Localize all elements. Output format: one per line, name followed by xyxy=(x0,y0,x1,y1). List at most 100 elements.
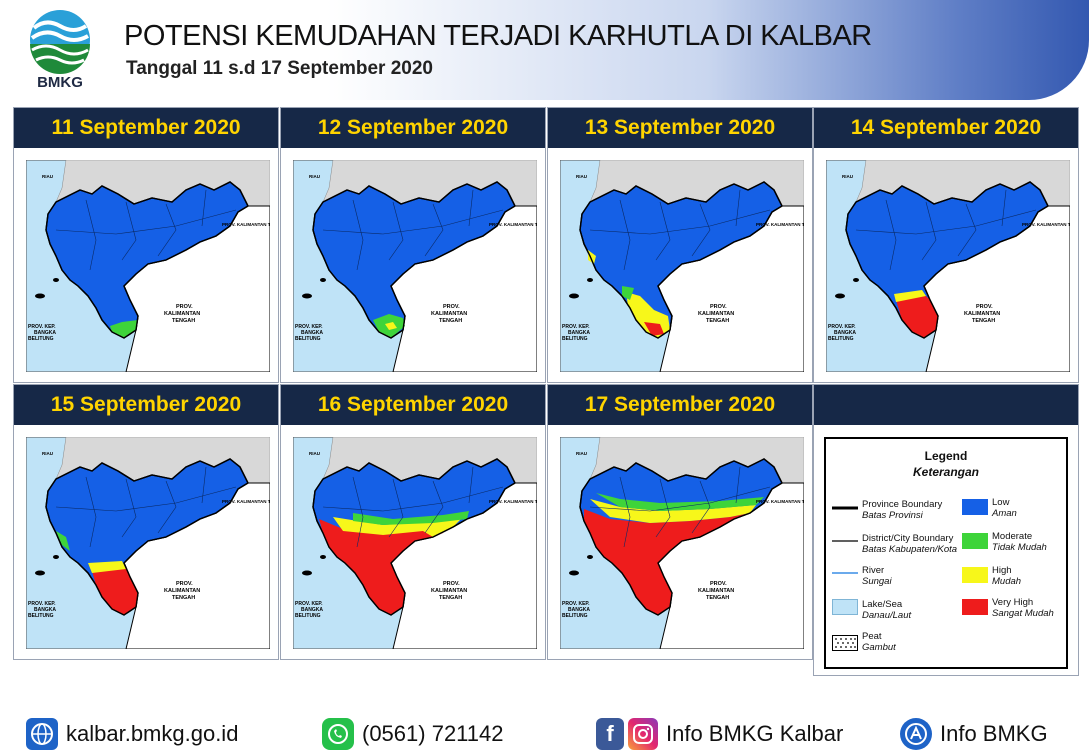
panel-date: 17 September 2020 xyxy=(548,385,812,425)
kaltim-label: PROV. KALIMANTAN TIMUR xyxy=(222,222,270,227)
kalteng-label: KALIMANTAN xyxy=(164,311,200,317)
babel-label: PROV. KEP. xyxy=(828,324,856,330)
risk-zone xyxy=(622,286,634,300)
district-boundary xyxy=(322,486,504,512)
app-link[interactable]: Info BMKG xyxy=(900,718,1048,750)
risk-zone xyxy=(596,493,764,511)
district-boundary xyxy=(121,201,137,261)
island xyxy=(569,293,579,299)
district-boundary xyxy=(589,209,771,235)
panel-date: 14 September 2020 xyxy=(814,108,1078,148)
riau-label: RIAU xyxy=(42,174,53,179)
island xyxy=(853,278,859,282)
district-boundary xyxy=(855,209,1037,235)
header: BMKG POTENSI KEMUDAHAN TERJADI KARHUTLA … xyxy=(0,0,1089,100)
panel-date: 15 September 2020 xyxy=(14,385,278,425)
kalteng-label: PROV. xyxy=(176,581,193,587)
district-boundary xyxy=(921,201,937,261)
riau-label: RIAU xyxy=(309,451,320,456)
district-boundary xyxy=(322,209,504,235)
babel-label: PROV. KEP. xyxy=(28,601,56,607)
map-panel-4: 14 September 2020 PROV. KALIMANTAN TENGAH P… xyxy=(813,107,1079,383)
babel-label: BANGKA xyxy=(301,330,323,336)
riau-label: RIAU xyxy=(576,174,587,179)
district-boundary xyxy=(619,199,631,271)
district-boundary xyxy=(157,203,177,257)
district-boundary xyxy=(424,203,444,257)
header-band xyxy=(0,0,1089,100)
kalteng-label: KALIMANTAN xyxy=(431,311,467,317)
district-boundary xyxy=(655,201,671,261)
kalteng-label: KALIMANTAN xyxy=(164,588,200,594)
district-boundary-symbol xyxy=(832,540,858,542)
province-boundary xyxy=(845,181,1049,339)
social-link[interactable]: f Info BMKG Kalbar xyxy=(596,718,843,750)
island xyxy=(53,278,59,282)
map-panel-3: 13 September 2020 PROV. KALIMANTAN TENGAH P… xyxy=(547,107,813,383)
facebook-icon: f xyxy=(596,718,624,750)
kalteng-label: PROV. xyxy=(976,304,993,310)
district-boundary xyxy=(735,189,741,227)
risk-zone xyxy=(590,499,756,523)
district-boundary xyxy=(121,478,137,538)
island xyxy=(302,293,312,299)
babel-label: PROV. KEP. xyxy=(295,324,323,330)
island xyxy=(320,555,326,559)
high-swatch xyxy=(962,567,988,583)
kalteng-label: TENGAH xyxy=(706,318,729,324)
kaltim-label: PROV. KALIMANTAN TIMUR xyxy=(489,222,537,227)
legend-line-item: Lake/Sea Danau/Laut xyxy=(862,599,912,621)
district-boundary xyxy=(655,478,671,538)
kaltim-label: PROV. KALIMANTAN TIMUR xyxy=(489,499,537,504)
riau-label: RIAU xyxy=(42,451,53,456)
bmkg-logo: BMKG xyxy=(22,8,98,92)
legend-class-item: Very High Sangat Mudah xyxy=(992,597,1054,619)
kalteng-label: TENGAH xyxy=(172,318,195,324)
district-boundary xyxy=(85,476,97,548)
website-link[interactable]: kalbar.bmkg.go.id xyxy=(26,718,238,750)
district-boundary xyxy=(424,480,444,534)
province-boundary-symbol xyxy=(832,506,858,510)
panel-date: 11 September 2020 xyxy=(14,108,278,148)
riau-label: RIAU xyxy=(309,174,320,179)
district-boundary xyxy=(589,486,771,512)
province-boundary xyxy=(312,181,516,339)
legend-subtitle: Keterangan xyxy=(912,465,980,479)
website-text: kalbar.bmkg.go.id xyxy=(66,721,239,746)
kalteng-label: KALIMANTAN xyxy=(964,311,1000,317)
district-boundary xyxy=(468,466,474,504)
babel-label: BELITUNG xyxy=(28,613,54,619)
district-boundary xyxy=(201,189,207,227)
district-boundary xyxy=(388,201,404,261)
panel-date: 12 September 2020 xyxy=(281,108,545,148)
risk-zone xyxy=(385,322,397,330)
legend-class-item: Low Aman xyxy=(992,497,1017,519)
kalteng-label: TENGAH xyxy=(439,318,462,324)
riau-label: RIAU xyxy=(842,174,853,179)
kalteng-label: TENGAH xyxy=(172,595,195,601)
babel-label: BANGKA xyxy=(34,607,56,613)
babel-label: PROV. KEP. xyxy=(562,601,590,607)
babel-label: BANGKA xyxy=(834,330,856,336)
kalteng-label: TENGAH xyxy=(706,595,729,601)
app-icon xyxy=(900,718,932,750)
island xyxy=(35,293,45,299)
legend-class-item: Moderate Tidak Mudah xyxy=(992,531,1047,553)
phone-link[interactable]: (0561) 721142 xyxy=(322,718,504,750)
babel-label: PROV. KEP. xyxy=(295,601,323,607)
legend: Legend Keterangan Province Boundary Batas… xyxy=(824,437,1068,669)
district-boundary xyxy=(691,203,711,257)
map-panel-7: 17 September 2020 PROV. KALIMANTAN TENGAH P… xyxy=(547,384,813,660)
province-boundary xyxy=(45,181,249,339)
social-text: Info BMKG Kalbar xyxy=(666,721,844,746)
island xyxy=(302,570,312,576)
babel-label: BELITUNG xyxy=(562,613,588,619)
babel-label: BANGKA xyxy=(568,330,590,336)
district-boundary xyxy=(691,480,711,534)
island xyxy=(835,293,845,299)
district-boundary xyxy=(352,476,364,548)
district-boundary xyxy=(157,480,177,534)
kalteng-label: PROV. xyxy=(443,304,460,310)
